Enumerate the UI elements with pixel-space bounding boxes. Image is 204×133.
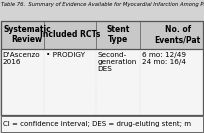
Bar: [1, 116, 203, 132]
Text: Included RCTs: Included RCTs: [40, 30, 100, 39]
Text: No. of
Events/Pat: No. of Events/Pat: [155, 25, 201, 44]
Bar: [1, 21, 203, 49]
Bar: [1, 49, 203, 115]
Text: Systematic
Review: Systematic Review: [3, 25, 51, 44]
Text: Second-
generation
DES: Second- generation DES: [98, 52, 137, 72]
Bar: [1, 21, 203, 115]
Text: D'Ascenzo
2016: D'Ascenzo 2016: [3, 52, 40, 65]
Text: Stent
Type: Stent Type: [106, 25, 130, 44]
Bar: [1, 116, 203, 132]
Text: • PRODIGY: • PRODIGY: [46, 52, 85, 58]
Text: Table 76.  Summary of Evidence Available for Myocardial Infarction Among Patient: Table 76. Summary of Evidence Available …: [1, 2, 204, 7]
Text: 6 mo: 12/49
24 mo: 16/4: 6 mo: 12/49 24 mo: 16/4: [142, 52, 186, 65]
Text: CI = confidence interval; DES = drug-eluting stent; m: CI = confidence interval; DES = drug-elu…: [3, 121, 191, 127]
